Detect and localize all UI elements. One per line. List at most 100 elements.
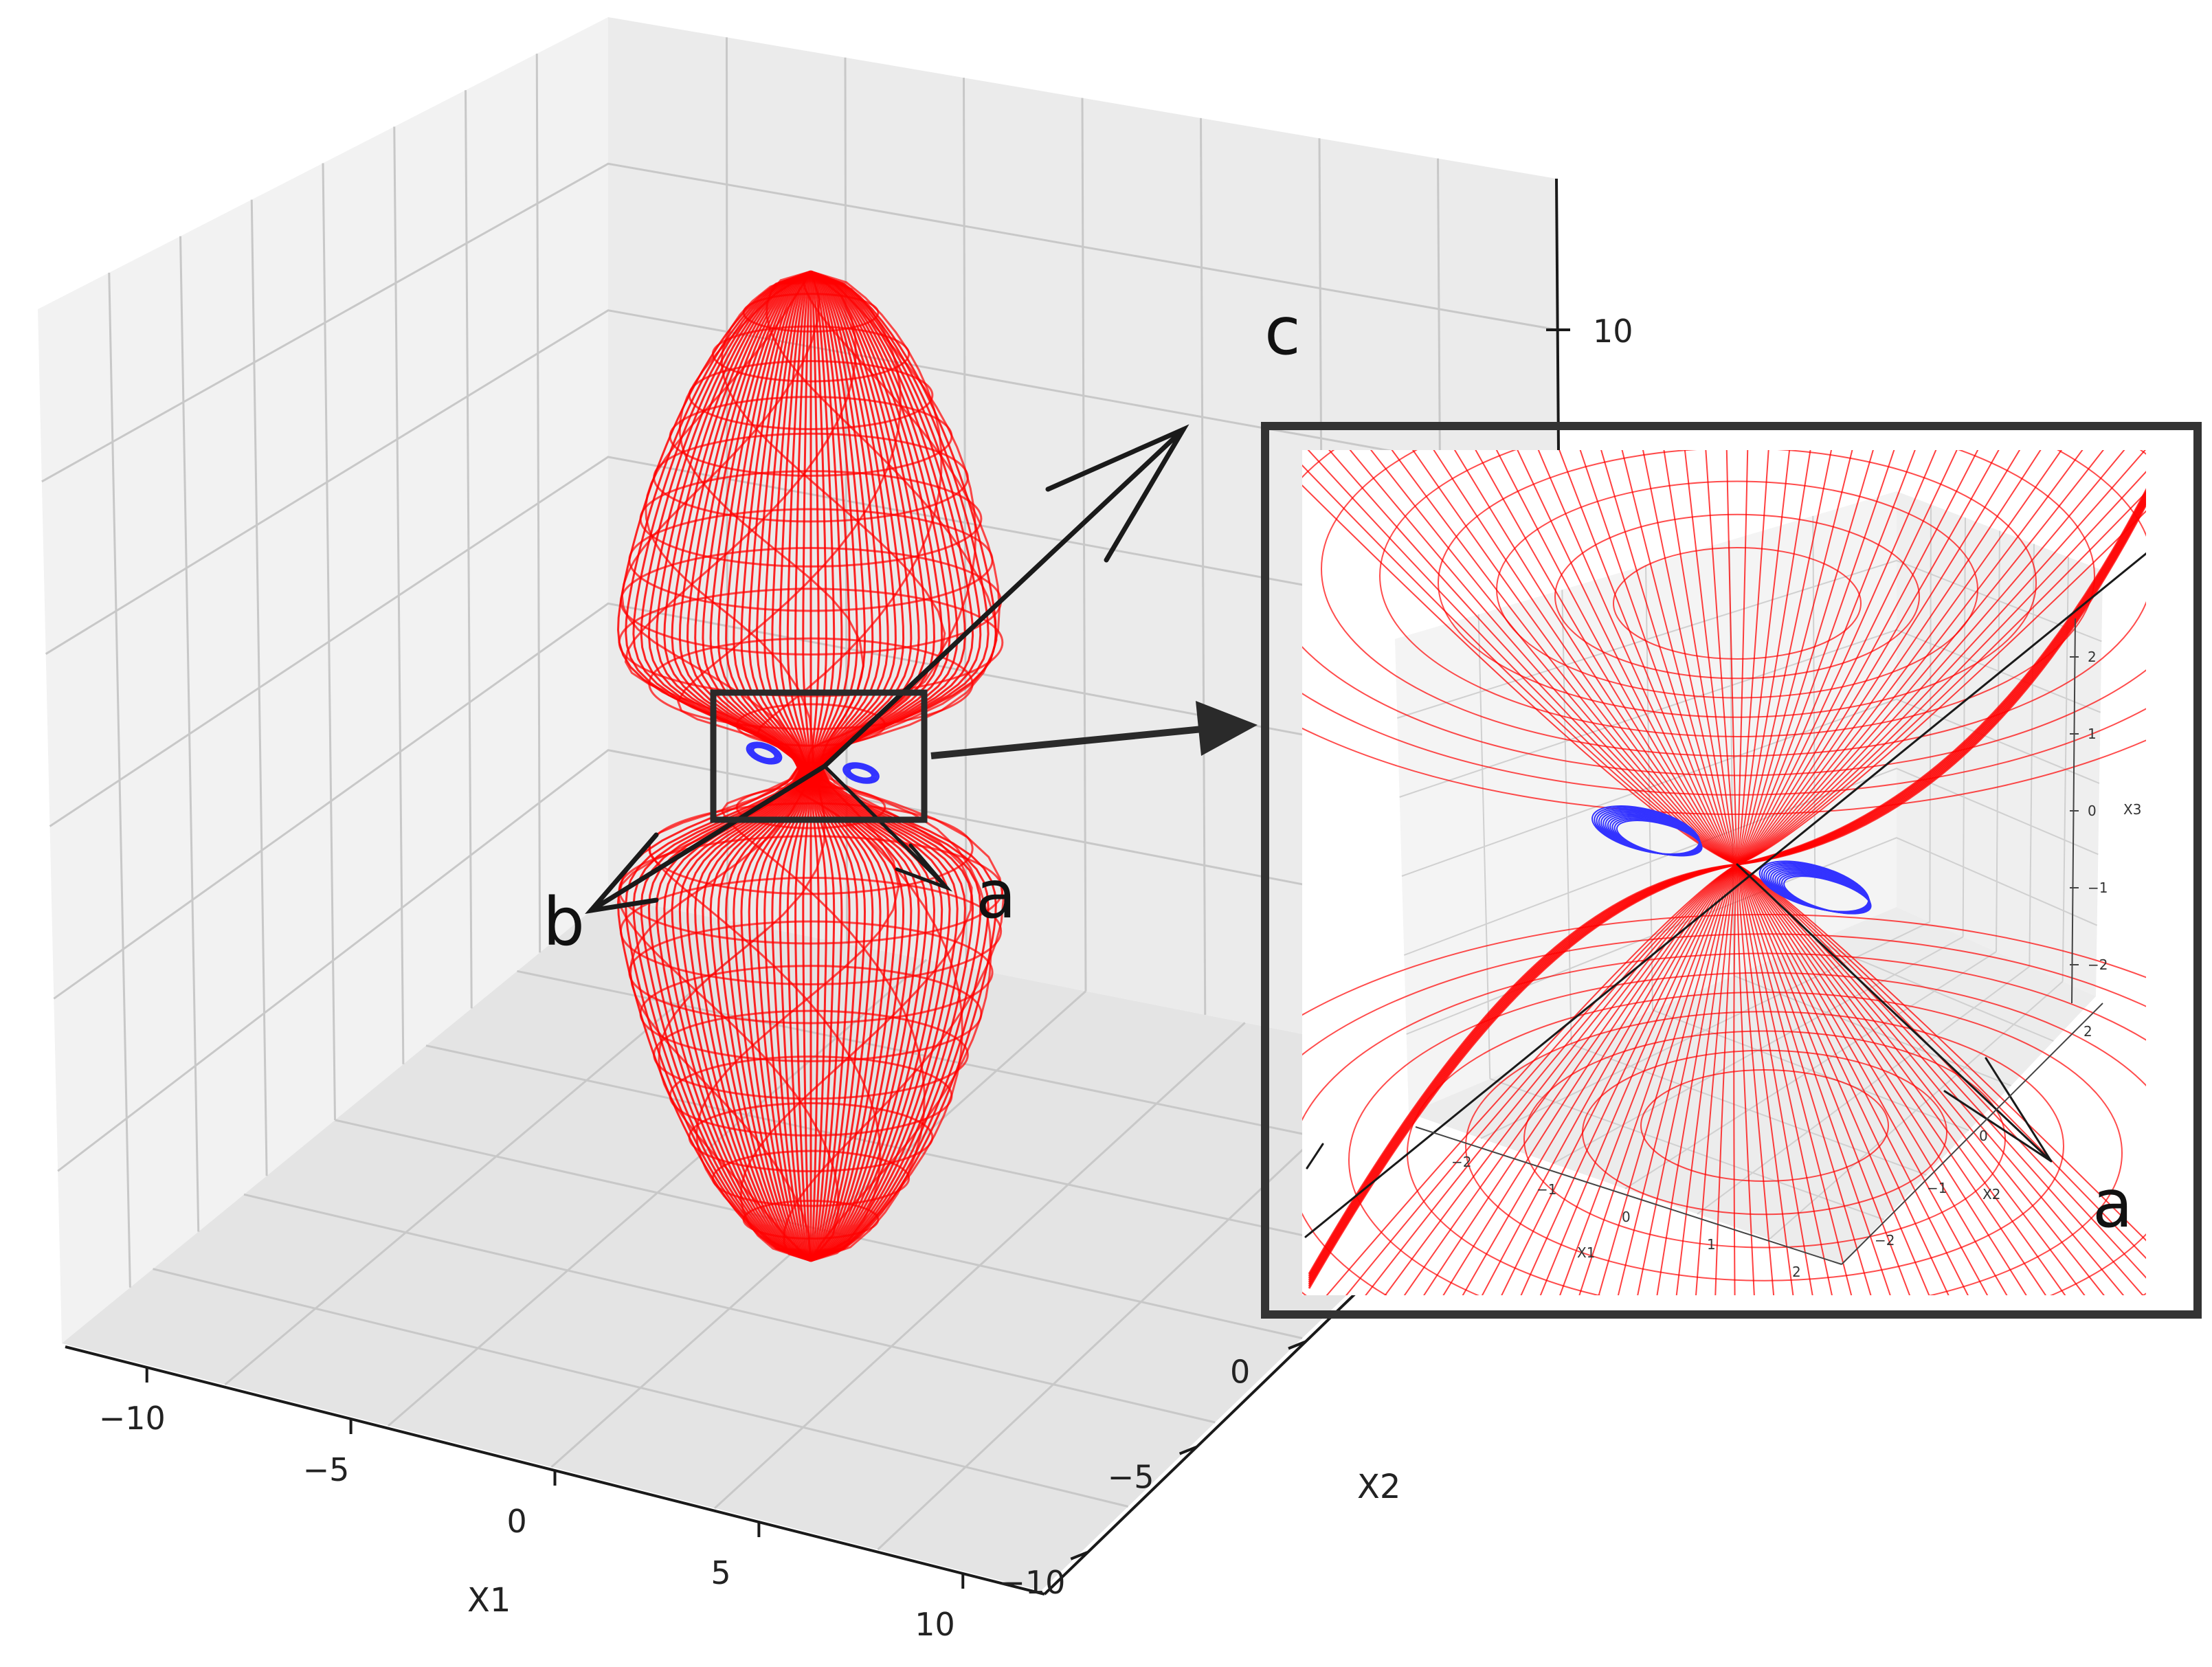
vector-a-head [895,843,953,892]
inner-lobe-ring [748,743,781,763]
vector-c-label: c [1264,293,1301,370]
x1-tick-label: −5 [303,1451,350,1488]
x1-tick-label: 0 [507,1503,527,1540]
x3-tick-label: 10 [1593,313,1633,350]
inset-outer-parallel [1302,933,2146,1295]
inset-vector-c-line [1304,552,2146,1238]
inset-frame [1261,422,2202,1319]
inset-x2-label: X2 [1982,1186,2000,1202]
inset-x3-label: X3 [2123,801,2141,818]
inset-outer-parallel [1640,1069,1889,1182]
outer-oblique [629,270,977,1262]
inset-inner-surface [1591,805,1872,915]
inner-lobe-ring [750,744,779,762]
x2-tick-label: 0 [1230,1354,1250,1391]
inner-lobe-ring [752,746,777,761]
zoom-box [710,689,928,823]
inset-outer-parallel [1348,972,2146,1295]
inner-lobe-ring [847,765,875,781]
inset-outer-parallel [1554,513,1920,680]
inset-outer-parallel [1302,727,2146,815]
outer-parallel [742,293,880,333]
inset-outer-parallel [1465,1011,2064,1282]
grid-line [45,309,1559,655]
inset-ticks: −2 −1 0 1 2 −2 −1 0 2 2 1 0 −1 −2 [1451,649,2108,1280]
outer-parallel [711,1150,911,1207]
vector-b-label: b [543,884,585,961]
inset-outer-parallel [1302,450,2146,776]
inner-lobe-ring [845,763,878,783]
inset-x1-tick-label: 2 [1792,1264,1801,1280]
inset-outer-parallel [1582,1049,1947,1216]
inset-inner-ring [1616,820,1703,857]
outer-surface-wireframe [616,270,1005,1262]
inset-x1-tick-label: −1 [1537,1181,1556,1198]
inset-x2-tick-label: 0 [1979,1128,1988,1144]
vector-c-line [822,427,1186,769]
inset-x3-tick-label: −1 [2088,880,2108,896]
grid-line [49,456,1561,827]
inset-outer-parallel [1523,1030,2006,1249]
vectors [585,424,1189,914]
outer-parallel [618,588,1004,697]
zoom-arrow-head [1196,701,1258,756]
inset-inner-ring [1783,875,1872,915]
x2-tick-label: −5 [1108,1459,1154,1496]
outer-parallel [735,703,886,747]
inset-x3-tick-label: 0 [2088,803,2097,819]
inset-x2-tick-label: −2 [1875,1232,1895,1249]
inset-outer-parallel [1613,547,1862,660]
inset-x3-tick-label: −2 [2088,956,2108,973]
inset-vector-b-stub [1306,1143,1324,1170]
inset-x3-tick-label: 1 [2088,726,2097,742]
zoom-inset: −2 −1 0 1 2 −2 −1 0 2 2 1 0 −1 −2 X1 X2 X3 a [1261,422,2202,1319]
x2-tick-mark [1178,1445,1198,1455]
inset-outer-parallel [1302,693,2146,796]
inset-vector-a-head [1943,1057,2053,1163]
vector-c-head [1045,424,1189,563]
inset-x1-axis-line [1415,1126,1842,1265]
outer-parallel [639,470,983,568]
outer-oblique [621,271,964,1262]
inset-left-pane [1395,491,1897,1113]
inset-x1-label: X1 [1577,1244,1595,1261]
inset-grid-line [1406,837,2098,1035]
outer-parallel [653,1009,969,1100]
vector-b-line [588,763,827,913]
x1-tick-label: −10 [99,1400,166,1437]
inner-lobe-ring [746,741,783,765]
inset-vectors [1304,552,2146,1238]
inset-grid-line [1769,981,2064,1240]
inset-x2-tick-label: −1 [1927,1180,1947,1196]
inset-vector-a-label: a [2092,1165,2133,1242]
grid-line [41,162,1558,483]
x2-axis-label: X2 [1357,1468,1400,1506]
inset-x1-tick-label: 0 [1622,1209,1631,1225]
outer-oblique [645,271,992,1262]
outer-oblique [617,270,943,1262]
x1-tick-label: 5 [711,1554,730,1591]
inset-outer-parallel [1496,480,1978,699]
inset-outer-parallel [1438,450,2037,718]
x2-tick-label: −10 [998,1564,1065,1601]
x1-tick-label: 10 [915,1606,955,1643]
inset-x1-tick-label: −2 [1451,1154,1471,1170]
inset-back-pane [1897,491,2103,996]
inset-outer-parallel [1302,914,2146,1016]
outer-parallel [628,920,994,1025]
inset-outer-parallel [1302,952,2146,1295]
inset-x2-axis-line [1841,1003,2103,1265]
inset-x3-tick-label: 2 [2088,649,2097,665]
inset-floor-pane [1409,907,2096,1264]
zoom-arrow-line [930,725,1210,759]
inner-lobe-ring [842,762,880,784]
x1-axis-label: X1 [467,1581,511,1620]
inset-x2-tick-label: 2 [2083,1023,2092,1040]
vector-a-label: a [976,856,1016,933]
inner-lobe-ring [848,766,874,780]
x2-tick-mark [1288,1340,1306,1350]
inset-outer-parallel [1321,450,2146,757]
inset-outer-parallel [1379,450,2095,737]
